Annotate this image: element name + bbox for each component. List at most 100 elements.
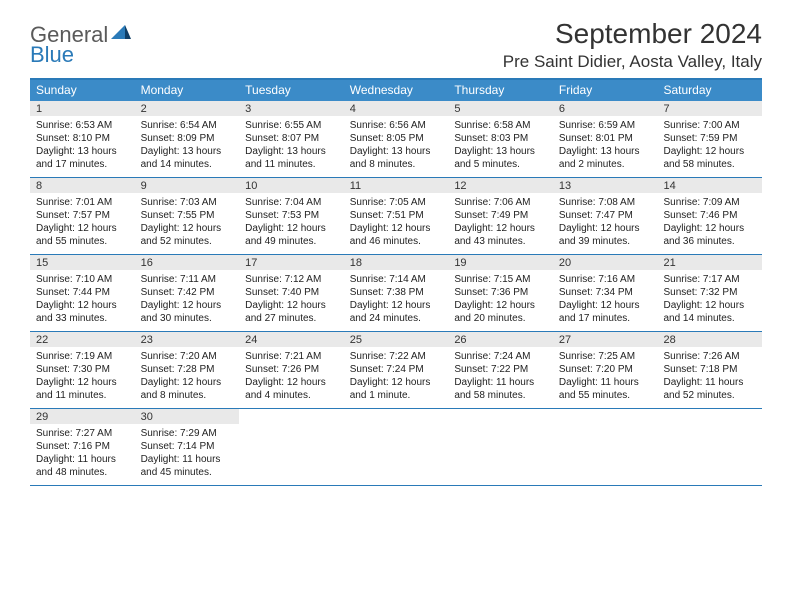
calendar-cell: 28Sunrise: 7:26 AMSunset: 7:18 PMDayligh… xyxy=(657,332,762,408)
day-number: 22 xyxy=(30,332,135,347)
calendar-cell: 2Sunrise: 6:54 AMSunset: 8:09 PMDaylight… xyxy=(135,101,240,177)
day-number: 23 xyxy=(135,332,240,347)
header: General Blue September 2024 Pre Saint Di… xyxy=(30,18,762,72)
calendar-cell: 8Sunrise: 7:01 AMSunset: 7:57 PMDaylight… xyxy=(30,178,135,254)
day-number: 18 xyxy=(344,255,449,270)
day-number: 2 xyxy=(135,101,240,116)
week-row: 8Sunrise: 7:01 AMSunset: 7:57 PMDaylight… xyxy=(30,178,762,255)
day-header: Thursday xyxy=(448,80,553,101)
calendar-cell: 6Sunrise: 6:59 AMSunset: 8:01 PMDaylight… xyxy=(553,101,658,177)
day-header: Monday xyxy=(135,80,240,101)
day-info: Sunrise: 7:21 AMSunset: 7:26 PMDaylight:… xyxy=(239,347,344,408)
location: Pre Saint Didier, Aosta Valley, Italy xyxy=(503,52,762,72)
day-number: 4 xyxy=(344,101,449,116)
day-info: Sunrise: 7:01 AMSunset: 7:57 PMDaylight:… xyxy=(30,193,135,254)
day-info: Sunrise: 7:12 AMSunset: 7:40 PMDaylight:… xyxy=(239,270,344,331)
calendar-cell: 15Sunrise: 7:10 AMSunset: 7:44 PMDayligh… xyxy=(30,255,135,331)
day-number: 5 xyxy=(448,101,553,116)
day-number: 19 xyxy=(448,255,553,270)
calendar-cell: 24Sunrise: 7:21 AMSunset: 7:26 PMDayligh… xyxy=(239,332,344,408)
day-info: Sunrise: 7:04 AMSunset: 7:53 PMDaylight:… xyxy=(239,193,344,254)
calendar-cell: 20Sunrise: 7:16 AMSunset: 7:34 PMDayligh… xyxy=(553,255,658,331)
day-info: Sunrise: 6:53 AMSunset: 8:10 PMDaylight:… xyxy=(30,116,135,177)
calendar-cell: 7Sunrise: 7:00 AMSunset: 7:59 PMDaylight… xyxy=(657,101,762,177)
day-number: 1 xyxy=(30,101,135,116)
day-info: Sunrise: 7:06 AMSunset: 7:49 PMDaylight:… xyxy=(448,193,553,254)
day-number: 27 xyxy=(553,332,658,347)
week-row: 15Sunrise: 7:10 AMSunset: 7:44 PMDayligh… xyxy=(30,255,762,332)
day-info: Sunrise: 7:10 AMSunset: 7:44 PMDaylight:… xyxy=(30,270,135,331)
calendar-cell: 21Sunrise: 7:17 AMSunset: 7:32 PMDayligh… xyxy=(657,255,762,331)
day-number: 28 xyxy=(657,332,762,347)
month-title: September 2024 xyxy=(503,18,762,50)
day-info: Sunrise: 7:24 AMSunset: 7:22 PMDaylight:… xyxy=(448,347,553,408)
day-number: 7 xyxy=(657,101,762,116)
day-number: 29 xyxy=(30,409,135,424)
calendar-cell: 10Sunrise: 7:04 AMSunset: 7:53 PMDayligh… xyxy=(239,178,344,254)
day-number: 15 xyxy=(30,255,135,270)
day-info: Sunrise: 7:29 AMSunset: 7:14 PMDaylight:… xyxy=(135,424,240,485)
day-info: Sunrise: 7:11 AMSunset: 7:42 PMDaylight:… xyxy=(135,270,240,331)
day-info: Sunrise: 7:05 AMSunset: 7:51 PMDaylight:… xyxy=(344,193,449,254)
day-info: Sunrise: 6:56 AMSunset: 8:05 PMDaylight:… xyxy=(344,116,449,177)
day-header: Tuesday xyxy=(239,80,344,101)
day-number: 26 xyxy=(448,332,553,347)
day-info: Sunrise: 7:03 AMSunset: 7:55 PMDaylight:… xyxy=(135,193,240,254)
logo-triangle-icon xyxy=(111,25,131,45)
day-info: Sunrise: 7:22 AMSunset: 7:24 PMDaylight:… xyxy=(344,347,449,408)
day-number: 16 xyxy=(135,255,240,270)
day-number: 12 xyxy=(448,178,553,193)
calendar: SundayMondayTuesdayWednesdayThursdayFrid… xyxy=(30,78,762,486)
day-number: 6 xyxy=(553,101,658,116)
day-headers: SundayMondayTuesdayWednesdayThursdayFrid… xyxy=(30,80,762,101)
day-info: Sunrise: 6:59 AMSunset: 8:01 PMDaylight:… xyxy=(553,116,658,177)
day-info: Sunrise: 7:17 AMSunset: 7:32 PMDaylight:… xyxy=(657,270,762,331)
day-info: Sunrise: 7:15 AMSunset: 7:36 PMDaylight:… xyxy=(448,270,553,331)
day-info: Sunrise: 7:27 AMSunset: 7:16 PMDaylight:… xyxy=(30,424,135,485)
day-header: Friday xyxy=(553,80,658,101)
calendar-cell: 12Sunrise: 7:06 AMSunset: 7:49 PMDayligh… xyxy=(448,178,553,254)
calendar-cell: 5Sunrise: 6:58 AMSunset: 8:03 PMDaylight… xyxy=(448,101,553,177)
day-info: Sunrise: 7:14 AMSunset: 7:38 PMDaylight:… xyxy=(344,270,449,331)
week-row: 22Sunrise: 7:19 AMSunset: 7:30 PMDayligh… xyxy=(30,332,762,409)
calendar-cell: 9Sunrise: 7:03 AMSunset: 7:55 PMDaylight… xyxy=(135,178,240,254)
calendar-cell: 13Sunrise: 7:08 AMSunset: 7:47 PMDayligh… xyxy=(553,178,658,254)
day-info: Sunrise: 7:25 AMSunset: 7:20 PMDaylight:… xyxy=(553,347,658,408)
calendar-cell: 22Sunrise: 7:19 AMSunset: 7:30 PMDayligh… xyxy=(30,332,135,408)
calendar-cell: 30Sunrise: 7:29 AMSunset: 7:14 PMDayligh… xyxy=(135,409,240,485)
day-number: 17 xyxy=(239,255,344,270)
day-info: Sunrise: 7:19 AMSunset: 7:30 PMDaylight:… xyxy=(30,347,135,408)
day-info: Sunrise: 7:09 AMSunset: 7:46 PMDaylight:… xyxy=(657,193,762,254)
day-info: Sunrise: 7:16 AMSunset: 7:34 PMDaylight:… xyxy=(553,270,658,331)
calendar-cell: 14Sunrise: 7:09 AMSunset: 7:46 PMDayligh… xyxy=(657,178,762,254)
weeks: 1Sunrise: 6:53 AMSunset: 8:10 PMDaylight… xyxy=(30,101,762,486)
calendar-cell: 4Sunrise: 6:56 AMSunset: 8:05 PMDaylight… xyxy=(344,101,449,177)
day-info: Sunrise: 7:26 AMSunset: 7:18 PMDaylight:… xyxy=(657,347,762,408)
day-number: 25 xyxy=(344,332,449,347)
day-number: 24 xyxy=(239,332,344,347)
calendar-cell: 19Sunrise: 7:15 AMSunset: 7:36 PMDayligh… xyxy=(448,255,553,331)
calendar-cell: 29Sunrise: 7:27 AMSunset: 7:16 PMDayligh… xyxy=(30,409,135,485)
calendar-cell: 1Sunrise: 6:53 AMSunset: 8:10 PMDaylight… xyxy=(30,101,135,177)
calendar-cell: . xyxy=(239,409,344,485)
calendar-cell: 25Sunrise: 7:22 AMSunset: 7:24 PMDayligh… xyxy=(344,332,449,408)
day-info: Sunrise: 7:00 AMSunset: 7:59 PMDaylight:… xyxy=(657,116,762,177)
week-row: 1Sunrise: 6:53 AMSunset: 8:10 PMDaylight… xyxy=(30,101,762,178)
calendar-cell: . xyxy=(657,409,762,485)
day-number: 21 xyxy=(657,255,762,270)
logo: General Blue xyxy=(30,18,131,66)
calendar-cell: . xyxy=(448,409,553,485)
day-header: Wednesday xyxy=(344,80,449,101)
day-number: 20 xyxy=(553,255,658,270)
calendar-cell: 3Sunrise: 6:55 AMSunset: 8:07 PMDaylight… xyxy=(239,101,344,177)
calendar-cell: 26Sunrise: 7:24 AMSunset: 7:22 PMDayligh… xyxy=(448,332,553,408)
calendar-cell: 17Sunrise: 7:12 AMSunset: 7:40 PMDayligh… xyxy=(239,255,344,331)
day-number: 14 xyxy=(657,178,762,193)
day-number: 30 xyxy=(135,409,240,424)
calendar-cell: 27Sunrise: 7:25 AMSunset: 7:20 PMDayligh… xyxy=(553,332,658,408)
day-info: Sunrise: 7:20 AMSunset: 7:28 PMDaylight:… xyxy=(135,347,240,408)
week-row: 29Sunrise: 7:27 AMSunset: 7:16 PMDayligh… xyxy=(30,409,762,486)
day-number: 11 xyxy=(344,178,449,193)
day-number: 13 xyxy=(553,178,658,193)
calendar-cell: 16Sunrise: 7:11 AMSunset: 7:42 PMDayligh… xyxy=(135,255,240,331)
